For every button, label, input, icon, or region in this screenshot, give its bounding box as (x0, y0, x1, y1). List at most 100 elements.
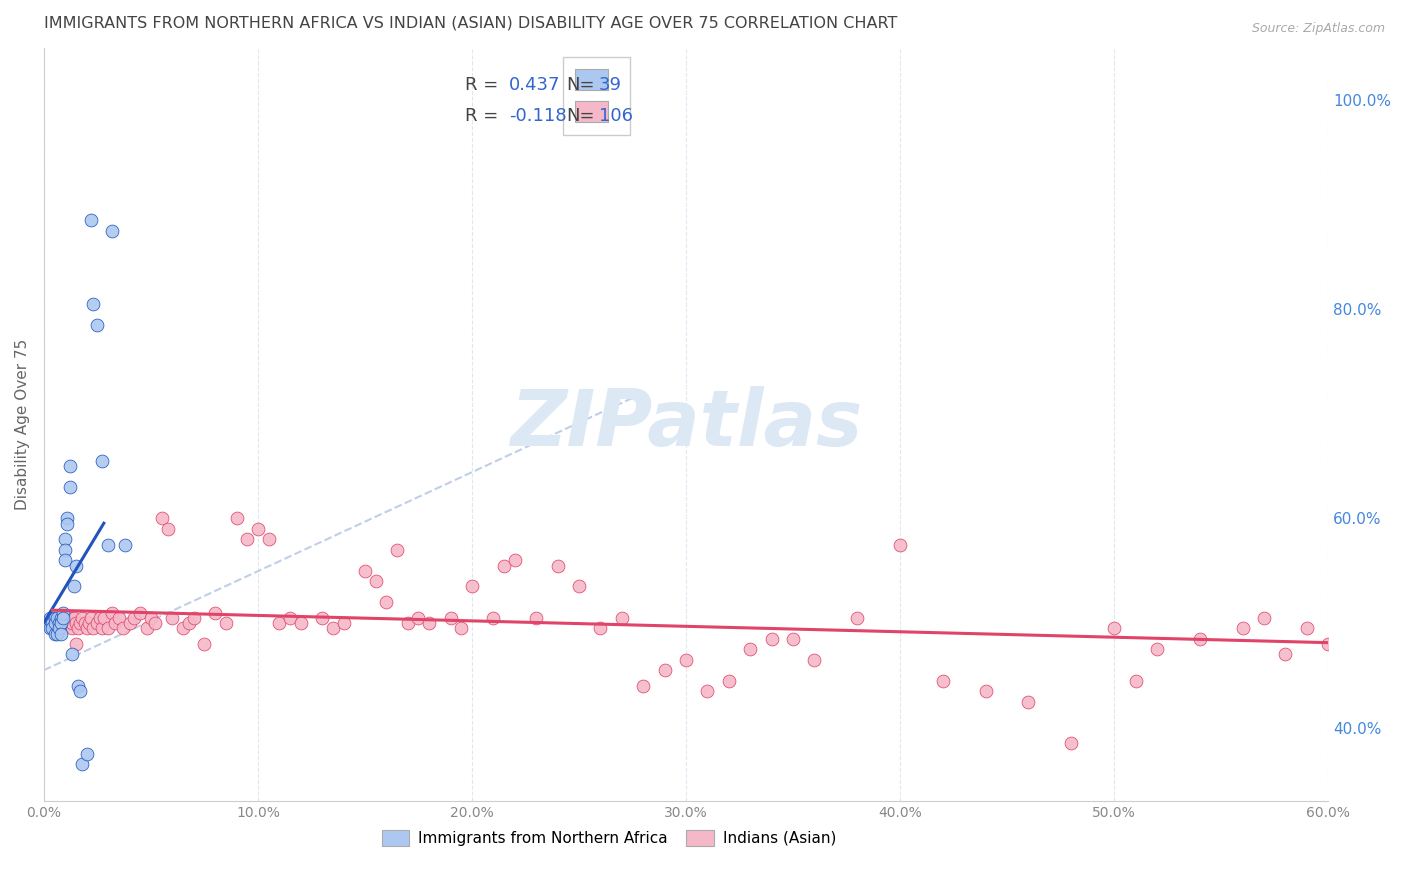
Point (631, 679, 654, 693)
Point (82, 621, 104, 635)
Point (77, 616, 100, 631)
Point (193, 637, 215, 651)
Point (118, 616, 141, 631)
Point (67, 621, 90, 635)
Point (717, 673, 740, 688)
Point (52, 621, 75, 635)
Point (143, 616, 166, 631)
Text: Source: ZipAtlas.com: Source: ZipAtlas.com (1251, 22, 1385, 36)
Point (60, 648, 83, 662)
Point (183, 611, 205, 625)
Point (803, 653, 825, 667)
Point (1125, 673, 1147, 688)
Point (58, 611, 80, 625)
Point (278, 611, 301, 625)
Point (385, 542, 408, 557)
Point (101, 606, 124, 620)
Point (72, 611, 94, 625)
Point (65, 637, 87, 651)
Point (103, 616, 125, 631)
Text: N=: N= (567, 106, 595, 125)
Point (408, 611, 430, 625)
Point (494, 558, 516, 573)
Point (58, 480, 80, 494)
Point (1146, 642, 1168, 657)
Point (1274, 648, 1296, 662)
Point (80, 213, 103, 227)
Text: R =: R = (465, 77, 505, 95)
Point (568, 579, 591, 593)
Point (107, 611, 129, 625)
Point (740, 642, 762, 657)
Point (696, 684, 718, 698)
Text: 39: 39 (599, 77, 621, 95)
Point (364, 574, 387, 589)
Point (932, 673, 955, 688)
Point (1017, 694, 1039, 708)
Y-axis label: Disability Age Over 75: Disability Age Over 75 (15, 339, 30, 510)
Point (162, 611, 184, 625)
Point (53, 616, 76, 631)
Point (89, 611, 111, 625)
Text: -0.118: -0.118 (509, 106, 567, 125)
Point (215, 616, 238, 631)
Point (65, 558, 87, 573)
Point (322, 621, 344, 635)
Point (48, 616, 70, 631)
Text: N=: N= (567, 77, 595, 95)
Point (1339, 626, 1361, 640)
Point (974, 684, 997, 698)
Point (63, 579, 86, 593)
Point (122, 611, 145, 625)
Point (246, 522, 269, 536)
Point (82, 297, 104, 311)
Point (73, 616, 96, 631)
Point (547, 558, 569, 573)
Point (172, 621, 194, 635)
Point (80, 611, 103, 625)
Point (39, 611, 62, 625)
Point (41, 621, 63, 635)
Point (37, 616, 59, 631)
Point (86, 318, 108, 332)
Point (889, 538, 911, 552)
Point (58, 459, 80, 474)
Point (396, 616, 419, 631)
Point (135, 621, 157, 635)
Point (290, 616, 312, 631)
Point (101, 224, 124, 238)
Point (112, 621, 135, 635)
Point (52, 616, 75, 631)
Point (1295, 621, 1317, 635)
Point (44, 616, 66, 631)
Point (354, 564, 377, 578)
Point (782, 632, 804, 646)
Point (503, 553, 526, 567)
Point (53, 533, 76, 547)
Point (97, 538, 120, 552)
Point (375, 595, 398, 609)
Point (48, 616, 70, 631)
Point (610, 611, 633, 625)
Point (1102, 621, 1125, 635)
Point (257, 533, 280, 547)
Point (67, 679, 90, 693)
Point (225, 511, 247, 525)
Point (48, 621, 70, 635)
Point (41, 616, 63, 631)
Point (49, 611, 72, 625)
Point (41, 616, 63, 631)
Point (589, 621, 612, 635)
Point (236, 533, 259, 547)
Point (332, 616, 354, 631)
Point (53, 542, 76, 557)
Text: IMMIGRANTS FROM NORTHERN AFRICA VS INDIAN (ASIAN) DISABILITY AGE OVER 75 CORRELA: IMMIGRANTS FROM NORTHERN AFRICA VS INDIA… (44, 15, 897, 30)
Point (157, 522, 180, 536)
Point (44, 611, 66, 625)
Point (139, 611, 162, 625)
Point (129, 606, 152, 620)
Point (69, 684, 91, 698)
Point (311, 611, 333, 625)
Text: 106: 106 (599, 106, 633, 125)
Point (418, 616, 440, 631)
